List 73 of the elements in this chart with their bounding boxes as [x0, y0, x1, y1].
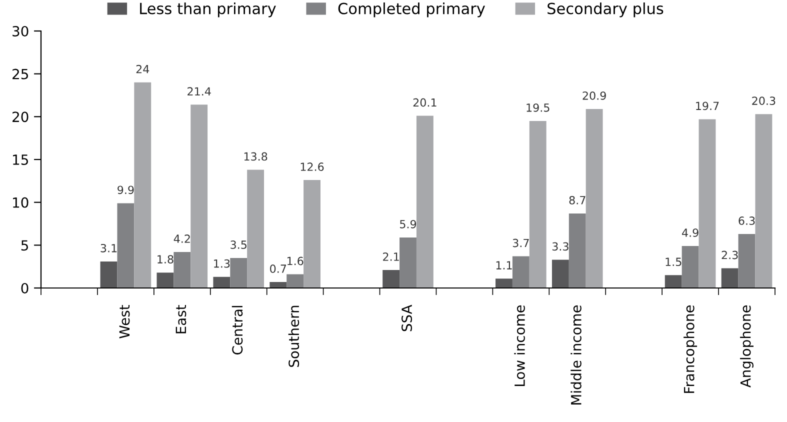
data-label: 3.5 — [230, 240, 246, 249]
legend-label: Completed primary — [338, 2, 485, 18]
bar — [552, 260, 569, 288]
bar — [304, 180, 320, 288]
bar — [698, 119, 716, 288]
bar — [512, 256, 530, 288]
bar — [382, 270, 400, 288]
data-label: 19.7 — [696, 102, 719, 110]
data-label: 12.6 — [300, 162, 324, 171]
legend-label: Less than primary — [140, 2, 276, 18]
data-label: 9.9 — [118, 186, 134, 194]
data-label: 3.7 — [512, 238, 529, 248]
y-tick-label: 15 — [13, 154, 28, 165]
data-label: 1.1 — [496, 261, 512, 270]
data-label: 2.1 — [383, 252, 399, 261]
data-label: 13.8 — [244, 152, 268, 161]
data-label: 20.1 — [413, 98, 436, 107]
bar — [755, 114, 772, 288]
data-label: 4.2 — [174, 234, 190, 243]
x-tick-label: West — [119, 305, 130, 338]
data-label: 21.4 — [188, 87, 211, 96]
bar — [230, 258, 248, 288]
data-label: 3.1 — [100, 244, 117, 252]
legend-label: Secondary plus — [548, 2, 664, 18]
bar — [568, 213, 586, 288]
x-tick-label: Central — [232, 306, 243, 354]
data-label: 0.7 — [270, 264, 286, 273]
data-label: 20.9 — [582, 91, 606, 100]
bar — [586, 108, 603, 288]
x-tick-label: Francophone — [684, 305, 698, 393]
bar — [416, 116, 434, 288]
bar — [100, 261, 118, 288]
bar — [270, 282, 287, 288]
data-label: 1.5 — [666, 258, 682, 266]
x-tick-label: Southern — [288, 306, 300, 367]
x-tick-label: Anglophone — [740, 305, 754, 388]
data-label: 3.3 — [552, 242, 568, 251]
data-label: 5.9 — [400, 220, 416, 228]
bar — [247, 170, 264, 288]
data-label: 4.9 — [682, 228, 698, 237]
bar — [400, 237, 416, 288]
data-label: 1.6 — [287, 256, 304, 266]
y-tick-label: 5 — [21, 240, 28, 251]
x-tick-label: Low income — [514, 305, 525, 386]
bar — [738, 234, 756, 288]
bar — [134, 82, 152, 288]
data-label: 1.3 — [214, 259, 230, 268]
bar — [286, 274, 304, 288]
data-label: 1.8 — [158, 255, 174, 264]
y-tick-label: 20 — [12, 112, 28, 122]
y-tick-label: 25 — [12, 68, 28, 80]
data-label: 24 — [136, 64, 150, 74]
bar — [721, 268, 738, 288]
y-tick-label: 10 — [13, 197, 28, 208]
bar — [190, 104, 208, 288]
data-label: 6.3 — [738, 216, 755, 225]
bar — [174, 252, 191, 288]
data-label: 8.7 — [569, 196, 586, 204]
x-tick-label: East — [176, 305, 186, 334]
bar — [156, 272, 174, 288]
data-label: 2.3 — [722, 250, 738, 260]
bar — [213, 276, 230, 288]
y-tick-label: 30 — [12, 26, 28, 36]
x-tick-label: Middle income — [570, 305, 582, 404]
bar — [664, 275, 682, 288]
data-label: 19.5 — [526, 103, 550, 112]
bar — [682, 246, 699, 288]
bar — [529, 120, 546, 288]
y-tick-label: 0 — [21, 282, 28, 294]
bar — [117, 203, 134, 288]
data-label: 20.3 — [752, 96, 776, 105]
x-tick-label: SSA — [402, 304, 412, 332]
bar — [496, 278, 512, 288]
